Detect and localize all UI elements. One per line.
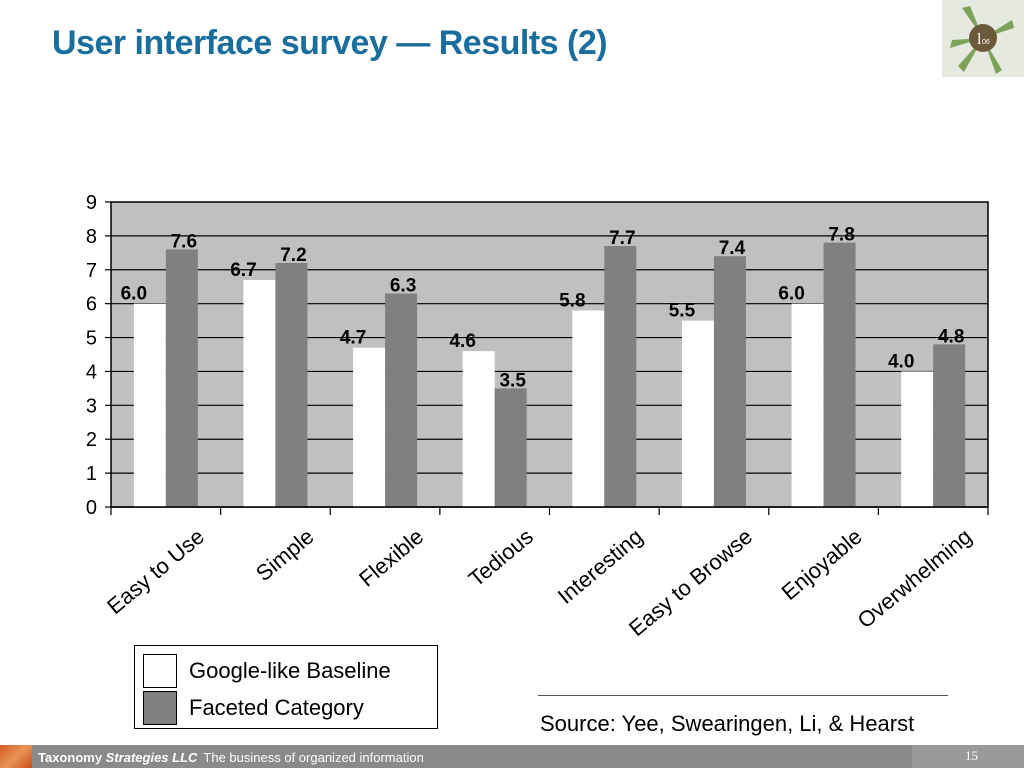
legend-label-faceted: Faceted Category bbox=[189, 695, 364, 720]
slide-title: User interface survey — Results (2) bbox=[52, 24, 608, 62]
bar-faceted bbox=[933, 344, 966, 507]
y-tick-label: 9 bbox=[86, 192, 97, 214]
y-tick-label: 5 bbox=[86, 328, 97, 350]
footer-company-italic: Strategies LLC bbox=[105, 750, 198, 765]
data-label: 4.6 bbox=[449, 331, 475, 352]
y-tick-label: 7 bbox=[86, 260, 97, 282]
footer-company: Taxonomy Strategies LLC bbox=[38, 750, 197, 765]
legend-item-faceted: Faceted Category bbox=[143, 691, 364, 725]
y-tick-label: 8 bbox=[86, 226, 97, 248]
bar-baseline bbox=[572, 310, 605, 507]
data-label: 7.7 bbox=[609, 228, 635, 249]
chart-legend: Google-like Baseline Faceted Category bbox=[134, 645, 438, 729]
data-label: 4.8 bbox=[938, 326, 964, 347]
bar-baseline bbox=[243, 279, 276, 507]
footer-bar: Taxonomy Strategies LLC The business of o… bbox=[0, 745, 1024, 768]
footer-text: Taxonomy Strategies LLC The business of o… bbox=[38, 750, 424, 765]
x-category-label: Interesting bbox=[553, 524, 648, 609]
y-tick-label: 1 bbox=[86, 463, 97, 485]
x-category-label: Tedious bbox=[464, 524, 538, 592]
taxonomy-logo-icon: l 06 bbox=[942, 0, 1024, 77]
y-tick-label: 6 bbox=[86, 294, 97, 316]
bar-faceted bbox=[165, 249, 198, 507]
y-tick-label: 0 bbox=[86, 497, 97, 519]
y-tick-label: 2 bbox=[86, 429, 97, 451]
footer-tagline: The business of organized information bbox=[203, 750, 424, 765]
data-label: 7.4 bbox=[719, 238, 746, 259]
data-label: 4.0 bbox=[888, 351, 914, 372]
legend-item-baseline: Google-like Baseline bbox=[143, 654, 391, 688]
data-label: 7.8 bbox=[828, 225, 854, 246]
source-citation: Source: Yee, Swearingen, Li, & Hearst bbox=[540, 711, 915, 736]
bar-faceted bbox=[494, 388, 527, 507]
data-label: 6.0 bbox=[778, 284, 804, 305]
svg-text:l: l bbox=[977, 31, 982, 48]
x-category-label: Flexible bbox=[354, 524, 428, 592]
data-label: 5.5 bbox=[669, 301, 696, 322]
plot-area bbox=[110, 201, 989, 508]
data-label: 7.2 bbox=[280, 245, 306, 266]
y-tick-label: 3 bbox=[86, 395, 97, 417]
data-label: 6.7 bbox=[230, 260, 256, 281]
bar-baseline bbox=[353, 347, 386, 507]
bar-baseline bbox=[133, 303, 166, 507]
y-tick-label: 4 bbox=[86, 361, 97, 383]
legend-swatch-baseline bbox=[143, 654, 177, 688]
data-label: 6.3 bbox=[390, 276, 416, 297]
bar-faceted bbox=[823, 242, 856, 507]
footer-brand-mark-icon bbox=[0, 745, 32, 768]
svg-text:06: 06 bbox=[982, 39, 990, 46]
bar-faceted bbox=[713, 256, 746, 507]
data-label: 5.8 bbox=[559, 290, 585, 311]
bar-baseline bbox=[791, 303, 824, 507]
bar-faceted bbox=[604, 246, 637, 508]
data-label: 6.0 bbox=[121, 284, 147, 305]
bar-baseline bbox=[462, 351, 495, 507]
x-category-label: Simple bbox=[251, 524, 319, 586]
x-category-label: Overwhelming bbox=[853, 524, 977, 634]
x-category-label: Easy to Use bbox=[102, 524, 209, 619]
bar-chart: 0 1 2 3 4 5 6 7 8 9 6.0 6.7 4.7 4.6 5.8 5.5 6.0 4.0 7.6 7.2… bbox=[86, 192, 989, 641]
bar-baseline bbox=[681, 320, 714, 507]
page-number: 15 bbox=[965, 748, 978, 763]
footer-page-box: 15 bbox=[912, 745, 1024, 768]
bar-baseline bbox=[901, 371, 934, 507]
footer-company-plain: Taxonomy bbox=[38, 750, 106, 765]
bar-faceted bbox=[275, 263, 308, 507]
x-category-label: Enjoyable bbox=[777, 524, 867, 605]
data-label: 7.6 bbox=[171, 231, 197, 252]
data-label: 3.5 bbox=[499, 370, 526, 391]
source-divider bbox=[538, 695, 948, 696]
bar-faceted bbox=[385, 293, 418, 507]
legend-swatch-faceted bbox=[143, 691, 177, 725]
data-label: 4.7 bbox=[340, 328, 366, 349]
legend-label-baseline: Google-like Baseline bbox=[189, 658, 391, 683]
